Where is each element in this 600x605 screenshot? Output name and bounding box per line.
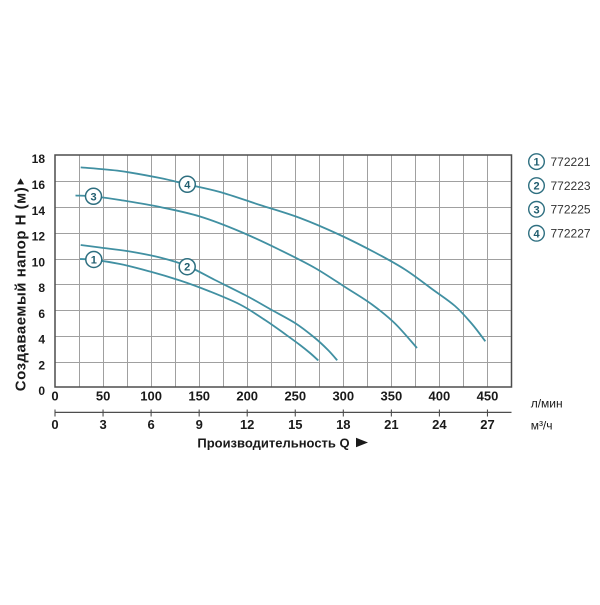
svg-text:Производительность Q: Производительность Q	[197, 435, 349, 450]
svg-text:4: 4	[38, 333, 45, 347]
svg-text:12: 12	[32, 229, 46, 243]
svg-text:400: 400	[429, 388, 451, 403]
svg-text:772221: 772221	[551, 155, 591, 169]
svg-text:3: 3	[90, 191, 96, 203]
svg-text:4: 4	[533, 228, 540, 240]
svg-text:9: 9	[196, 417, 203, 432]
svg-text:0: 0	[51, 388, 58, 403]
svg-text:0: 0	[51, 417, 58, 432]
svg-text:4: 4	[184, 179, 191, 191]
svg-text:250: 250	[284, 388, 306, 403]
svg-text:1: 1	[91, 255, 97, 267]
svg-text:50: 50	[96, 388, 110, 403]
svg-text:Создаваемый напор Н (м): Создаваемый напор Н (м)	[13, 187, 30, 391]
svg-text:200: 200	[236, 388, 258, 403]
svg-text:12: 12	[240, 417, 254, 432]
svg-text:м³/ч: м³/ч	[531, 419, 553, 433]
svg-text:2: 2	[184, 262, 190, 274]
svg-text:3: 3	[99, 417, 106, 432]
svg-text:350: 350	[381, 388, 403, 403]
svg-text:0: 0	[38, 384, 45, 398]
svg-text:2: 2	[38, 358, 45, 372]
svg-text:10: 10	[32, 255, 46, 269]
svg-text:14: 14	[32, 204, 46, 218]
svg-text:18: 18	[32, 152, 46, 166]
svg-text:21: 21	[384, 417, 398, 432]
svg-text:300: 300	[332, 388, 354, 403]
svg-text:1: 1	[533, 157, 539, 169]
svg-text:6: 6	[147, 417, 154, 432]
svg-text:772223: 772223	[551, 179, 591, 193]
svg-text:3: 3	[533, 204, 539, 216]
svg-text:772225: 772225	[551, 203, 591, 217]
svg-text:2: 2	[533, 181, 539, 193]
svg-text:24: 24	[432, 417, 447, 432]
svg-text:15: 15	[288, 417, 302, 432]
svg-text:27: 27	[480, 417, 494, 432]
svg-text:л/мин: л/мин	[531, 397, 563, 411]
svg-text:16: 16	[32, 178, 46, 192]
svg-text:6: 6	[38, 307, 45, 321]
svg-text:450: 450	[477, 388, 499, 403]
svg-text:8: 8	[38, 281, 45, 295]
svg-text:100: 100	[140, 388, 162, 403]
svg-text:150: 150	[188, 388, 210, 403]
svg-text:18: 18	[336, 417, 350, 432]
svg-text:772227: 772227	[551, 227, 591, 241]
